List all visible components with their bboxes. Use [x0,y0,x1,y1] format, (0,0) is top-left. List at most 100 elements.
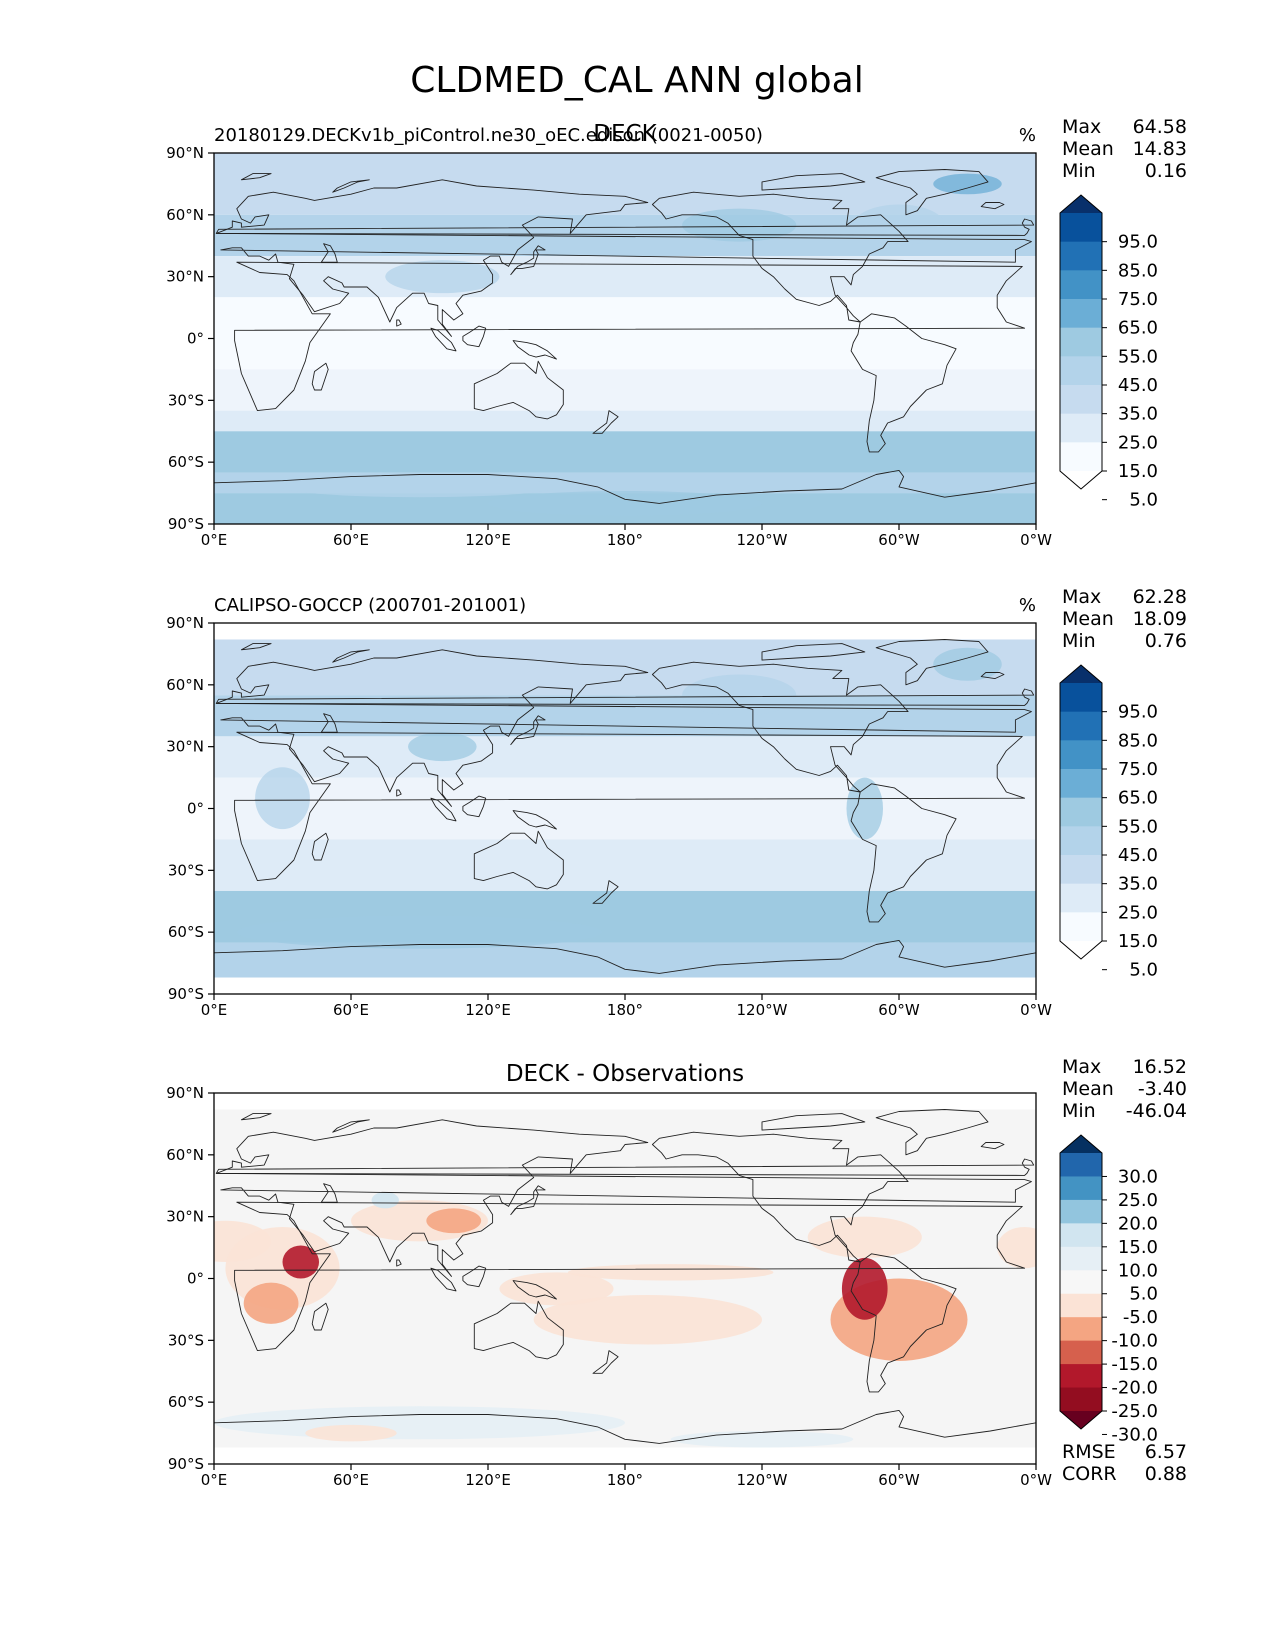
coastline-new-guinea [512,810,557,830]
colorbar-segment [1060,1176,1102,1201]
coastline-sri-lanka [396,319,402,327]
colorbar-label: 15.0 [1118,1237,1158,1258]
coastline-new-zealand [592,410,619,434]
colorbar-segment [1060,797,1102,827]
x-tick-label: 0°W [1020,1471,1052,1489]
colorbar-segment [1060,1293,1102,1318]
y-tick-label: 60°S [168,923,204,941]
coastline-iceland [980,1142,1005,1150]
coastline-borneo [462,1265,487,1288]
colorbar-label: 15.0 [1118,461,1158,482]
x-tick-label: 120°W [737,1001,788,1019]
coastline-new-zealand [592,1350,619,1374]
coastline-eurasia [215,649,1032,807]
coastlines [214,169,1036,524]
field-band [214,839,1036,891]
units-label: % [1019,125,1036,146]
field-feature [933,647,1002,681]
coastlines [214,639,1036,994]
field-feature [385,260,500,294]
field-band [214,639,1036,696]
colorbar-segment [1060,241,1102,271]
y-tick-label: 60°N [166,676,204,694]
colorbar-label: 25.0 [1118,1190,1158,1211]
colorbar-extend-min [1060,471,1102,489]
coastline-north-america [651,1131,909,1263]
colorbar-segment [1060,769,1102,799]
colorbar-segment [1060,1387,1102,1412]
metric-value: 6.57 [1145,1441,1187,1463]
colorbar-label: 35.0 [1118,874,1158,895]
colorbar-label: 55.0 [1118,346,1158,367]
colorbar-label: 55.0 [1118,816,1158,837]
coastline-japan [510,245,546,276]
coastline-australia [473,1300,564,1360]
coastline-australia [473,830,564,890]
x-tick-label: 60°W [878,1471,920,1489]
panel-subtitle: CALIPSO-GOCCP (200701-201001) [214,595,526,616]
colorbar-label: -5.0 [1123,1307,1158,1328]
colorbar-segment [1060,327,1102,357]
field-band [214,695,1036,737]
colorbar-segment [1060,883,1102,913]
y-tick-label: 0° [187,800,204,818]
colorbar: 95.0 85.0 75.0 65.0 55.0 45.0 35.0 25.0 15.0 5.0 [1059,194,1158,511]
colorbar-label: 95.0 [1118,232,1158,253]
x-tick-label: 180° [607,531,643,549]
field-feature [853,204,945,246]
colorbar-label: 5.0 [1129,490,1158,511]
colorbar-label: 10.0 [1118,1260,1158,1281]
panel-subtitle: 20180129.DECKv1b_piControl.ne30_oEC.edis… [214,125,763,146]
colorbar-label: 35.0 [1118,404,1158,425]
colorbar-extend-max [1060,665,1102,683]
colorbar-label: 85.0 [1118,260,1158,281]
coastline-japan [510,715,546,746]
y-tick-label: 0° [187,330,204,348]
stat-label: Min [1062,1100,1096,1122]
y-tick-label: 60°N [166,1146,204,1164]
x-tick-label: 0°E [201,1471,228,1489]
stat-label: Mean [1062,1078,1114,1100]
colorbar-label: 15.0 [1118,931,1158,952]
coastline-madagascar [311,832,329,861]
x-tick-label: 0°E [201,531,228,549]
coastline-arctic-isles [761,173,866,191]
anomaly-feature [997,1226,1036,1269]
colorbar-label: 25.0 [1118,902,1158,923]
colorbar-label: 5.0 [1129,960,1158,981]
colorbar-segment [1060,1340,1102,1365]
metric-value: 0.88 [1145,1463,1187,1485]
colorbar-label: 25.0 [1118,432,1158,453]
stat-label: Min [1062,630,1096,652]
x-tick-label: 120°W [737,531,788,549]
coastlines [214,1109,1036,1464]
colorbar-extend-max [1060,1135,1102,1153]
coastline-caspian [320,1183,338,1203]
stat-value: -3.40 [1138,1078,1187,1100]
field-feature [933,173,1002,195]
coastline-madagascar [311,362,329,391]
stat-label: Min [1062,160,1096,182]
colorbar: 95.0 85.0 75.0 65.0 55.0 45.0 35.0 25.0 15.0 5.0 [1059,664,1158,981]
field-band [214,297,1036,370]
colorbar-segment [1060,912,1102,942]
colorbar-segment [1060,855,1102,885]
y-tick-label: 90°S [168,985,204,1003]
coastline-uk [215,688,1035,706]
coastline-greenland [875,1109,989,1156]
colorbar-label: 30.0 [1118,1166,1158,1187]
coastline-sri-lanka [396,1259,402,1267]
anomaly-feature [807,1216,922,1258]
coastline-borneo [462,795,487,818]
coastline-new-guinea [512,340,557,360]
colorbar-label: 75.0 [1118,289,1158,310]
coastline-antarctica [214,469,1036,524]
coastline-arctic-isles [761,643,866,661]
colorbar-label: -15.0 [1111,1354,1158,1375]
coastline-eurasia [215,179,1032,337]
y-tick-label: 90°N [166,144,204,162]
stat-value: 18.09 [1133,608,1187,630]
field-feature [408,732,477,762]
colorbar-segment [1060,1199,1102,1224]
